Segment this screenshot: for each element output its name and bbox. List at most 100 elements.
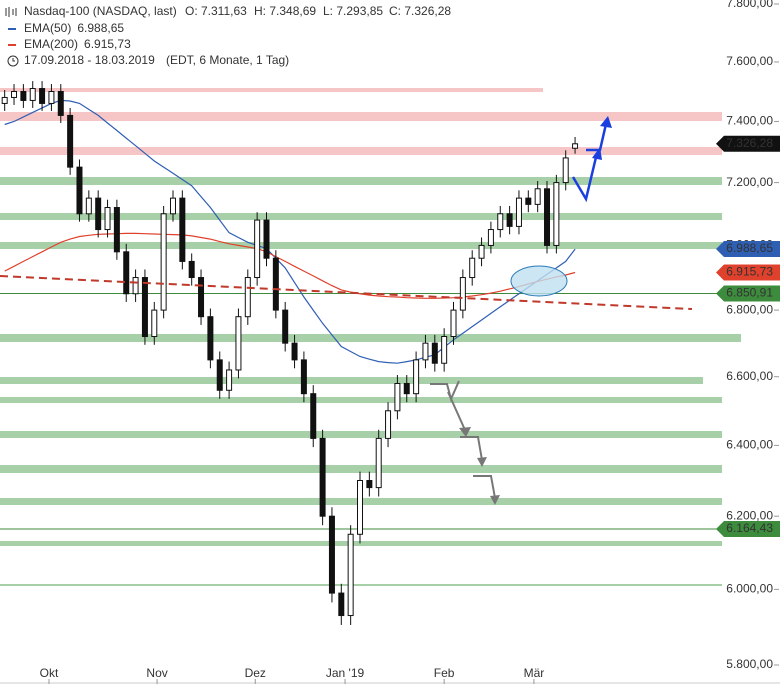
support-zone bbox=[0, 397, 722, 403]
ohlc-text: H: 7.348,69 bbox=[254, 4, 316, 18]
candle-body bbox=[413, 359, 420, 395]
candle-body bbox=[113, 207, 120, 253]
candle-body bbox=[469, 257, 476, 279]
candle-body bbox=[300, 359, 307, 395]
candle-body bbox=[123, 251, 130, 295]
arrow-head bbox=[592, 147, 602, 160]
date-range: 17.09.2018 - 18.03.2019 bbox=[24, 53, 155, 67]
candle-body bbox=[291, 342, 298, 361]
projection-arrow bbox=[571, 152, 599, 203]
y-tick-label: 7.400,00 bbox=[726, 114, 773, 128]
candle-body bbox=[478, 244, 485, 259]
legend-label: EMA(200) bbox=[24, 37, 78, 51]
candle-body bbox=[235, 316, 242, 371]
candle-body bbox=[188, 260, 195, 279]
candle-body bbox=[553, 182, 560, 246]
header: Nasdaq-100 (NASDAQ, last) O: 7.311,63 H:… bbox=[0, 0, 451, 70]
period: (EDT, 6 Monate, 1 Tag) bbox=[166, 53, 289, 67]
resistance-zone bbox=[0, 147, 722, 155]
candle-body bbox=[487, 229, 494, 246]
candle-body bbox=[375, 437, 382, 489]
support-zone bbox=[0, 465, 722, 473]
candle-body bbox=[67, 114, 74, 168]
price-marker bbox=[716, 285, 780, 302]
candle-body bbox=[104, 207, 111, 231]
clock-icon bbox=[7, 55, 19, 67]
resistance-zone bbox=[0, 112, 722, 121]
price-marker-label: 6.164,43 bbox=[726, 521, 773, 535]
price-marker bbox=[716, 264, 780, 281]
candle-body bbox=[48, 91, 55, 104]
candle-body bbox=[20, 91, 27, 101]
ohlc-text: C: 7.326,28 bbox=[389, 4, 451, 18]
support-zone bbox=[0, 242, 722, 249]
chart-title: Nasdaq-100 (NASDAQ, last) bbox=[24, 4, 177, 18]
candle-icon bbox=[5, 7, 17, 17]
price-marker bbox=[716, 521, 780, 538]
candle-body bbox=[39, 88, 46, 104]
arrow-head bbox=[600, 116, 612, 128]
scenario-arrow bbox=[460, 436, 483, 461]
candle-body bbox=[160, 213, 167, 311]
candle-body bbox=[226, 369, 233, 391]
candle-body bbox=[347, 533, 354, 617]
candle-body bbox=[497, 213, 504, 231]
price-marker-label: 6.850,91 bbox=[726, 286, 773, 300]
candle-body bbox=[179, 197, 186, 262]
trend-line bbox=[0, 275, 693, 310]
y-tick-label: 5.800,00 bbox=[726, 657, 773, 671]
price-marker-label: 7.326,28 bbox=[726, 136, 773, 150]
candle-body bbox=[441, 336, 448, 364]
candle-body bbox=[394, 382, 401, 412]
candle-body bbox=[1, 96, 8, 104]
candle-body bbox=[544, 188, 551, 246]
candle-body bbox=[572, 143, 579, 149]
candle-body bbox=[244, 277, 251, 318]
candle-body bbox=[534, 188, 541, 205]
ema-line bbox=[4, 232, 576, 299]
zones bbox=[0, 88, 741, 586]
support-zone bbox=[0, 177, 722, 185]
legend-value: 6.988,65 bbox=[77, 21, 124, 35]
candle-body bbox=[366, 480, 373, 489]
candle-body bbox=[515, 197, 522, 227]
candle-body bbox=[310, 393, 317, 439]
candle-body bbox=[198, 277, 205, 318]
candle-body bbox=[57, 91, 64, 116]
y-tick-label: 7.200,00 bbox=[726, 175, 773, 189]
y-tick-label: 6.000,00 bbox=[726, 582, 773, 596]
resistance-zone bbox=[0, 88, 543, 92]
ohlc-text: L: 7.293,85 bbox=[323, 4, 383, 18]
y-tick-label: 6.400,00 bbox=[726, 438, 773, 452]
ohlc-text: O: 7.311,63 bbox=[185, 4, 247, 18]
legend-value: 6.915,73 bbox=[84, 37, 131, 51]
x-tick-label: Mär bbox=[524, 666, 545, 680]
candle-body bbox=[338, 592, 345, 617]
price-marker bbox=[716, 135, 780, 152]
highlight-ellipse bbox=[510, 265, 568, 297]
candle-body bbox=[95, 197, 102, 231]
candle-body bbox=[450, 309, 457, 338]
candle-body bbox=[151, 309, 158, 338]
candle-body bbox=[29, 88, 36, 101]
x-tick-label: Nov bbox=[146, 666, 167, 680]
candle-body bbox=[76, 166, 83, 215]
x-tick-label: Feb bbox=[434, 666, 455, 680]
candle-body bbox=[562, 157, 569, 184]
candle-body bbox=[506, 213, 513, 227]
candle-body bbox=[207, 316, 214, 361]
candle-body bbox=[132, 277, 139, 295]
candle-body bbox=[141, 277, 148, 338]
candle-body bbox=[254, 219, 261, 279]
ema-line bbox=[4, 99, 576, 364]
candle-body bbox=[169, 197, 176, 215]
candle-body bbox=[357, 480, 363, 535]
y-tick-label: 7.800,00 bbox=[726, 0, 773, 10]
candle-body bbox=[263, 219, 270, 259]
support-zone bbox=[0, 377, 703, 384]
candle-body bbox=[403, 382, 410, 395]
annotations bbox=[0, 116, 693, 505]
price-marker bbox=[716, 241, 780, 258]
scenario-arrow bbox=[430, 380, 466, 431]
candle-body bbox=[431, 342, 438, 364]
